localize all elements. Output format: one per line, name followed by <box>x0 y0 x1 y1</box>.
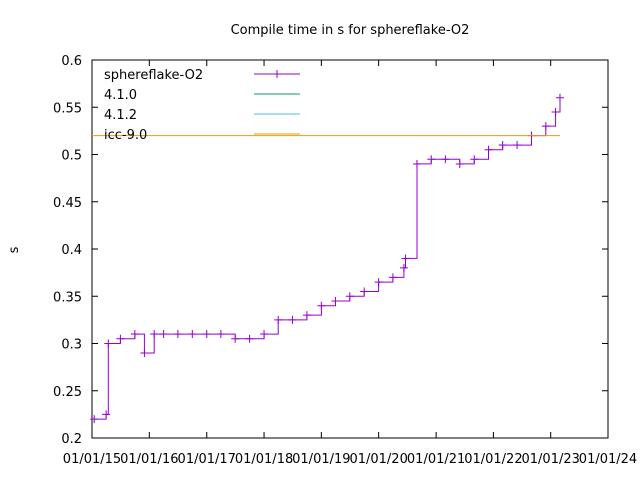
x-tick-label: 01/01/17 <box>178 452 236 467</box>
x-tick-label: 01/01/16 <box>120 452 178 467</box>
data-point <box>302 311 311 320</box>
plot-area: 0.20.250.30.350.40.450.50.550.601/01/150… <box>53 54 637 467</box>
data-point <box>216 330 225 339</box>
data-point <box>260 330 269 339</box>
data-point <box>401 254 410 263</box>
y-tick-label: 0.4 <box>61 243 82 258</box>
data-point <box>202 330 211 339</box>
data-point <box>188 330 197 339</box>
data-point <box>399 263 408 272</box>
legend-label: 4.1.0 <box>104 88 137 103</box>
legend-label: sphereflake-O2 <box>104 68 203 83</box>
y-tick-label: 0.55 <box>53 101 82 116</box>
data-point <box>245 334 254 343</box>
legend-label: 4.1.2 <box>104 108 137 123</box>
data-point <box>470 155 479 164</box>
data-point <box>412 159 421 168</box>
data-point <box>159 330 168 339</box>
data-point <box>90 415 99 424</box>
data-point <box>374 278 383 287</box>
series-sphereflake-o2 <box>90 93 564 424</box>
data-point <box>274 315 283 324</box>
data-point <box>484 145 493 154</box>
data-point <box>388 273 397 282</box>
data-point <box>441 155 450 164</box>
data-point <box>173 330 182 339</box>
series-line <box>94 97 561 420</box>
x-tick-label: 01/01/22 <box>464 452 522 467</box>
x-tick-label: 01/01/19 <box>292 452 350 467</box>
y-tick-label: 0.6 <box>61 54 82 69</box>
plot-frame <box>91 59 609 439</box>
x-tick-label: 01/01/20 <box>349 452 407 467</box>
y-tick-label: 0.2 <box>61 432 82 447</box>
y-tick-label: 0.35 <box>53 290 82 305</box>
data-point <box>288 315 297 324</box>
y-axis-label: s <box>7 246 22 253</box>
x-tick-label: 01/01/18 <box>235 452 293 467</box>
x-tick-label: 01/01/24 <box>579 452 637 467</box>
data-point <box>104 339 113 348</box>
data-point <box>116 334 125 343</box>
data-point <box>541 122 550 131</box>
legend: sphereflake-O2 4.1.0 4.1.2 icc-9.0 <box>104 68 300 143</box>
data-point <box>102 410 111 419</box>
data-point <box>427 155 436 164</box>
chart-title: Compile time in s for sphereflake-O2 <box>231 23 470 38</box>
data-point <box>231 334 240 343</box>
x-tick-label: 01/01/23 <box>522 452 580 467</box>
legend-label: icc-9.0 <box>104 128 147 143</box>
data-point <box>331 296 340 305</box>
data-point <box>513 141 522 150</box>
data-point <box>455 159 464 168</box>
legend-marker <box>273 70 281 78</box>
data-point <box>140 348 149 357</box>
data-point <box>345 292 354 301</box>
data-point <box>130 330 139 339</box>
data-point <box>498 141 507 150</box>
x-tick-label: 01/01/21 <box>407 452 465 467</box>
data-point <box>317 301 326 310</box>
data-point <box>551 107 560 116</box>
y-tick-label: 0.45 <box>53 196 82 211</box>
y-tick-label: 0.3 <box>61 338 82 353</box>
x-tick-label: 01/01/15 <box>63 452 121 467</box>
data-point <box>360 287 369 296</box>
data-point <box>150 330 159 339</box>
y-tick-label: 0.5 <box>61 149 82 164</box>
data-point <box>555 93 564 102</box>
y-tick-label: 0.25 <box>53 385 82 400</box>
